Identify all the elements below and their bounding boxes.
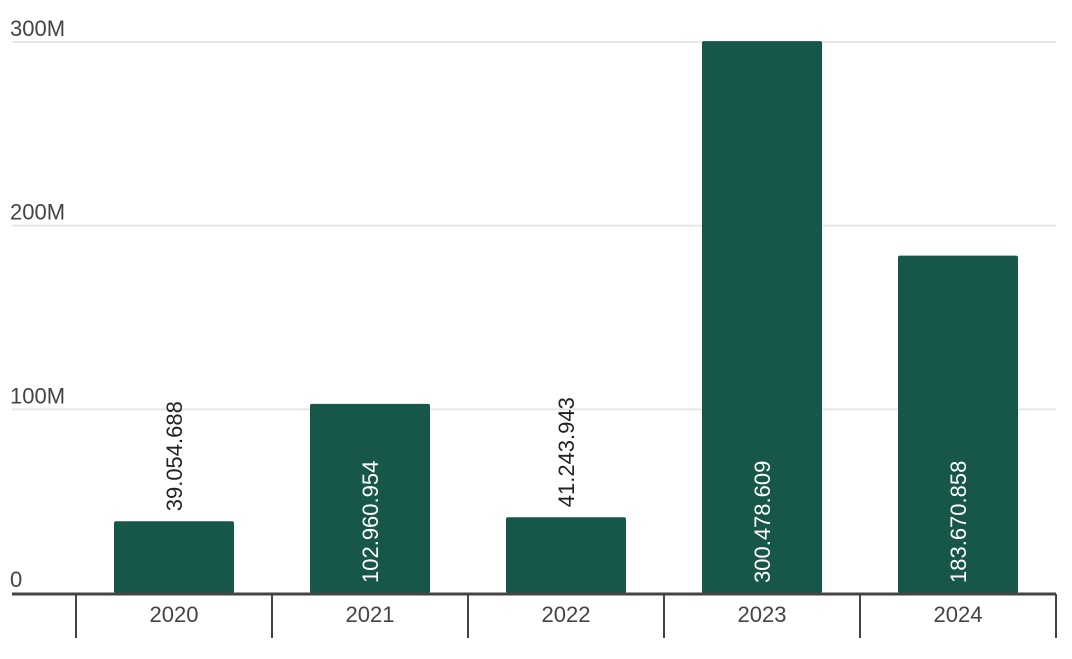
y-tick-label: 200M — [10, 200, 65, 225]
data-labels: 39.054.688 102.960.954 41.243.943 300.478.6… — [162, 397, 971, 583]
x-tick-label: 2023 — [738, 602, 787, 627]
bar-2024 — [898, 255, 1018, 594]
x-tick-label: 2024 — [934, 602, 983, 627]
data-label-2021: 102.960.954 — [358, 461, 383, 583]
data-label-2024: 183.670.858 — [946, 461, 971, 583]
bar-2022 — [506, 517, 626, 593]
x-axis — [12, 592, 1057, 638]
y-tick-label: 100M — [10, 383, 65, 408]
y-tick-label: 0 — [10, 567, 22, 592]
x-tick-label: 2021 — [346, 602, 395, 627]
data-label-2023: 300.478.609 — [750, 461, 775, 583]
y-axis-tick-labels: 0 100M 200M 300M — [10, 16, 65, 592]
bar-2023 — [702, 41, 822, 593]
data-label-2022: 41.243.943 — [554, 397, 579, 507]
bars — [114, 41, 1018, 594]
bar-2020 — [114, 521, 234, 593]
grid-lines — [12, 41, 1056, 411]
bar-2021 — [310, 403, 430, 593]
x-tick-label: 2022 — [542, 602, 591, 627]
data-label-2020: 39.054.688 — [162, 401, 187, 511]
x-axis-tick-labels: 2020 2021 2022 2023 2024 — [150, 602, 983, 627]
x-tick-label: 2020 — [150, 602, 199, 627]
y-tick-label: 300M — [10, 16, 65, 41]
